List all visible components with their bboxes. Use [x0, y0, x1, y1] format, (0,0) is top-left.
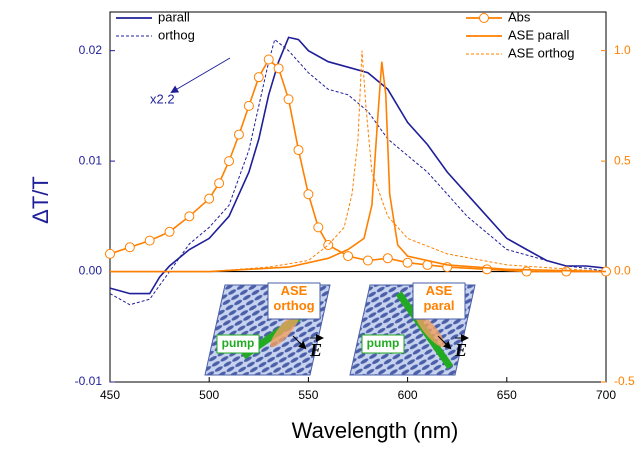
- pump-label: pump: [222, 336, 255, 350]
- legend-label: Abs: [508, 9, 531, 24]
- label-box: [412, 282, 466, 320]
- data-point: [253, 72, 264, 83]
- series-line: [110, 61, 607, 273]
- data-point: [521, 266, 532, 277]
- data-point: [164, 226, 175, 237]
- x-tick-label: 450: [100, 388, 120, 402]
- legend-marker: [479, 13, 489, 23]
- data-point: [382, 253, 393, 264]
- data-point: [224, 156, 235, 167]
- legend-label: orthog: [158, 27, 195, 42]
- inset-label: ASE orthog: [273, 283, 314, 313]
- annotation: x2.2: [150, 91, 175, 106]
- y-tick-label: 0.01: [79, 153, 103, 167]
- data-point: [402, 257, 413, 268]
- field-arrow: [292, 335, 307, 350]
- y-tick-label: 0.00: [79, 264, 103, 278]
- data-point: [313, 222, 324, 233]
- data-point: [184, 211, 195, 222]
- data-point: [124, 242, 135, 253]
- x-axis-label: Wavelength (nm): [292, 418, 459, 443]
- pump-box: [216, 334, 260, 354]
- legend-label: ASE parall: [508, 27, 570, 42]
- x-tick-label: 600: [398, 388, 418, 402]
- y2-tick-label: 0.0: [614, 264, 631, 278]
- y2-tick-label: 0.5: [614, 153, 631, 167]
- data-point: [362, 255, 373, 266]
- y2-tick-label: -0.5: [614, 374, 635, 388]
- legend-label: parall: [158, 9, 190, 24]
- x-tick-label: 700: [596, 388, 616, 402]
- data-point: [233, 129, 244, 140]
- data-point: [214, 178, 225, 189]
- series-line: [109, 58, 606, 273]
- data-point: [263, 54, 274, 65]
- pump-label: pump: [367, 336, 400, 350]
- field-arrow: [437, 335, 452, 350]
- series-line: [109, 38, 607, 306]
- ase-beam: [415, 312, 445, 348]
- field-label: E: [309, 340, 322, 360]
- series-line: [109, 36, 607, 295]
- ase-beam: [270, 312, 300, 348]
- field-label: E: [454, 340, 467, 360]
- inset-label: ASE paral: [423, 283, 454, 313]
- data-point: [293, 145, 304, 156]
- data-point: [283, 94, 294, 105]
- data-point: [243, 100, 254, 111]
- data-point: [144, 235, 155, 246]
- data-point: [204, 193, 215, 204]
- plot-frame: [109, 11, 607, 383]
- y2-tick-label: 1.0: [614, 43, 631, 57]
- data-point: [273, 63, 284, 74]
- data-point: [323, 240, 334, 251]
- inset: ASE orthog pump E ASE paral pump E: [204, 282, 476, 376]
- x-tick-label: 550: [298, 388, 318, 402]
- data-point: [343, 251, 354, 262]
- series-line: [110, 50, 607, 273]
- y-axis-label: ΔT/T: [28, 176, 53, 224]
- pump-box: [361, 334, 405, 354]
- x-tick-label: 650: [497, 388, 517, 402]
- y-tick-label: 0.02: [79, 43, 103, 57]
- y-tick-label: -0.01: [75, 374, 103, 388]
- x-tick-label: 500: [199, 388, 219, 402]
- label-box: [267, 282, 321, 320]
- data-point: [105, 248, 115, 259]
- data-point: [303, 189, 314, 200]
- data-point: [481, 264, 492, 275]
- legend-label: ASE orthog: [508, 45, 575, 60]
- annotation-arrow: [170, 57, 231, 94]
